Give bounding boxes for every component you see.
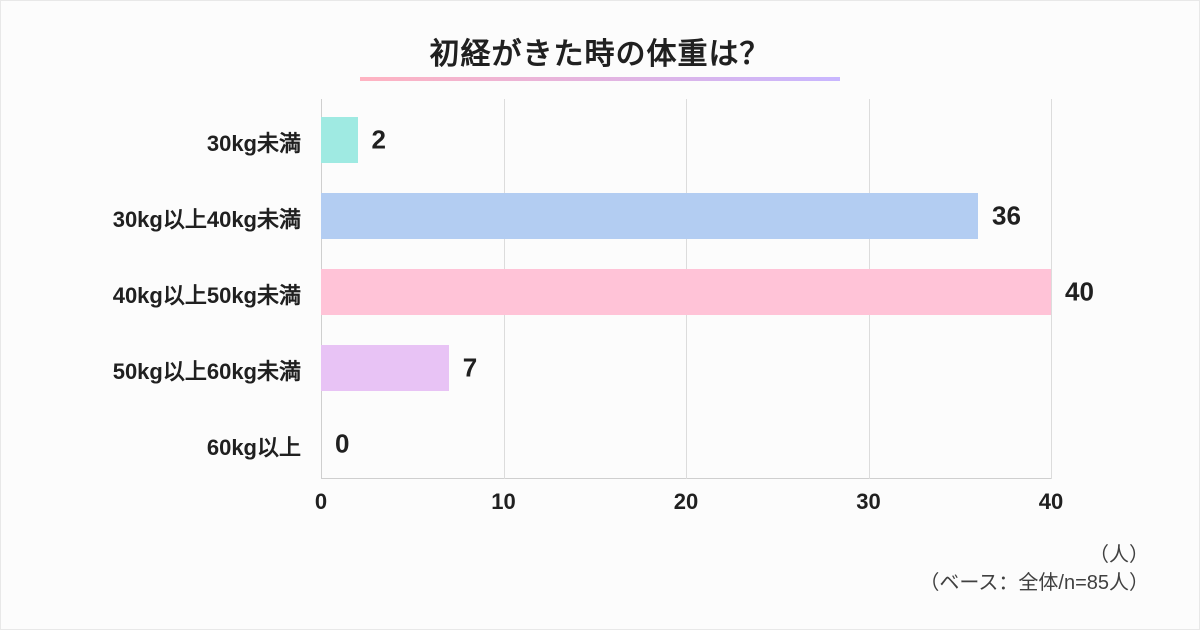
chart-header: 初経がきた時の体重は？: [1, 1, 1199, 81]
value-label: 36: [992, 201, 1021, 232]
x-tick-label: 0: [315, 489, 327, 515]
unit-note: （人）: [1089, 538, 1149, 567]
category-label: 40kg以上50kg未満: [113, 278, 301, 310]
x-tick-label: 40: [1039, 489, 1063, 515]
plot: 2364070: [321, 99, 1051, 479]
base-note: （ベース：全体/n=85人）: [919, 566, 1149, 595]
bar: [321, 269, 1051, 315]
gridline: [1051, 99, 1052, 479]
category-label: 50kg以上60kg未満: [113, 354, 301, 386]
value-label: 7: [463, 353, 477, 384]
value-label: 0: [335, 429, 349, 460]
category-label: 30kg以上40kg未満: [113, 202, 301, 234]
x-tick-label: 20: [674, 489, 698, 515]
chart-title: 初経がきた時の体重は？: [430, 29, 771, 73]
title-underline: [360, 77, 840, 81]
bar: [321, 193, 978, 239]
bar: [321, 117, 358, 163]
chart-area: 2364070 010203040: [321, 99, 1051, 519]
value-label: 2: [372, 125, 386, 156]
x-tick-label: 10: [491, 489, 515, 515]
bar: [321, 345, 449, 391]
category-label: 30kg未満: [207, 126, 301, 158]
category-label: 60kg以上: [207, 430, 301, 462]
x-tick-label: 30: [856, 489, 880, 515]
value-label: 40: [1065, 277, 1094, 308]
